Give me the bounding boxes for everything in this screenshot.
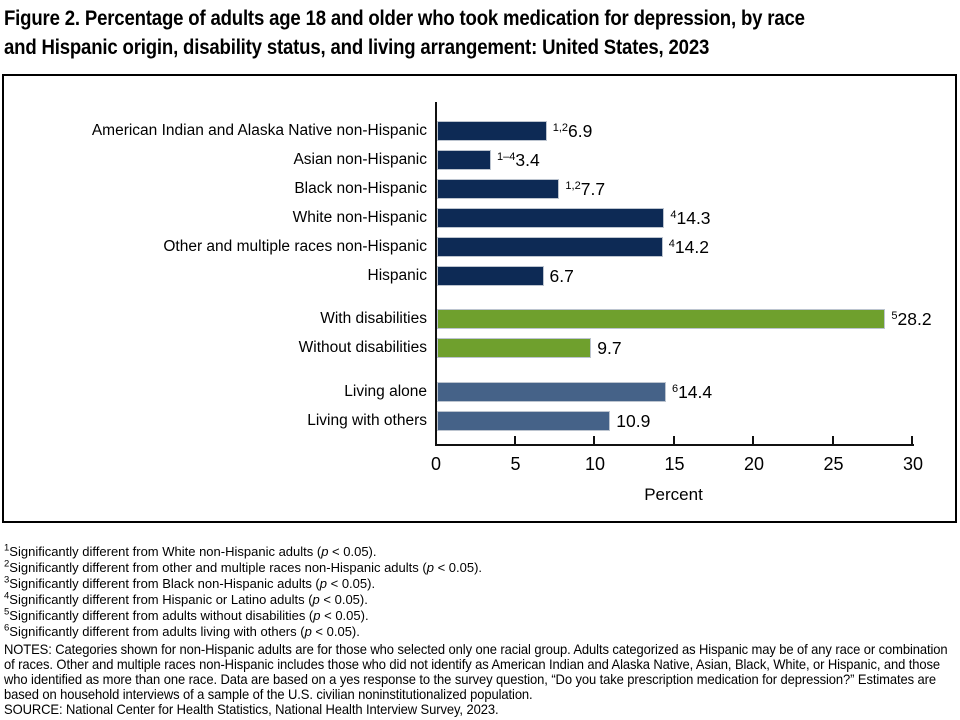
bar-living-alone <box>437 382 666 402</box>
notes-and-source-block: NOTES: Categories shown for non-Hispanic… <box>4 642 953 717</box>
category-label-american-indian-and-alaska-native-non-hispanic: American Indian and Alaska Native non-Hi… <box>91 122 427 139</box>
x-axis-tick-label-0: 0 <box>430 454 441 474</box>
value-label-american-indian-and-alaska-native-non-hispanic: 1,26.9 <box>552 121 593 141</box>
bar-asian-non-hispanic <box>437 150 492 170</box>
x-axis-tick-label-5: 5 <box>510 454 521 474</box>
value-label-asian-non-hispanic: 1–43.4 <box>497 150 540 170</box>
x-axis-tick-25 <box>831 436 834 444</box>
value-label-living-with-others: 10.9 <box>616 411 651 431</box>
x-axis-line <box>435 444 914 446</box>
footnote-2: 2Significantly different from other and … <box>4 558 483 575</box>
x-axis-tick-20 <box>752 436 754 444</box>
value-superscript-white-non-hispanic: 4 <box>670 209 677 222</box>
x-axis-tick-label-30: 30 <box>902 454 924 474</box>
bar-white-non-hispanic <box>437 208 665 228</box>
value-superscript-other-and-multiple-races-non-hispanic: 4 <box>668 238 675 251</box>
value-superscript-living-alone: 6 <box>671 383 679 396</box>
bar-living-with-others <box>437 411 611 431</box>
value-superscript-with-disabilities: 5 <box>891 310 898 323</box>
bar-hispanic <box>437 266 544 286</box>
x-axis-tick-5 <box>513 436 516 444</box>
category-label-living-with-others: Living with others <box>307 412 427 429</box>
footnote-4: 4Significantly different from Hispanic o… <box>4 590 368 607</box>
bar-black-non-hispanic <box>437 179 560 199</box>
category-label-other-and-multiple-races-non-hispanic: Other and multiple races non-Hispanic <box>163 238 427 255</box>
value-label-other-and-multiple-races-non-hispanic: 414.2 <box>668 237 709 257</box>
category-label-black-non-hispanic: Black non-Hispanic <box>294 180 427 197</box>
bar-with-disabilities <box>437 309 886 329</box>
x-axis-tick-label-15: 15 <box>664 454 685 474</box>
value-label-living-alone: 614.4 <box>671 382 713 402</box>
figure-title-line-1: Figure 2. Percentage of adults age 18 an… <box>4 7 805 30</box>
category-label-living-alone: Living alone <box>344 383 427 400</box>
footnote-5: 5Significantly different from adults wit… <box>4 606 369 623</box>
bar-without-disabilities <box>437 338 592 358</box>
notes-text: NOTES: Categories shown for non-Hispanic… <box>4 642 948 702</box>
bar-other-and-multiple-races-non-hispanic <box>437 237 663 257</box>
footnote-1: 1Significantly different from White non-… <box>4 542 377 559</box>
bar-american-indian-and-alaska-native-non-hispanic <box>437 121 547 141</box>
source-text: SOURCE: National Center for Health Stati… <box>4 702 499 717</box>
x-axis-tick-10 <box>593 436 595 444</box>
footnote-3: 3Significantly different from Black non-… <box>4 574 376 591</box>
category-label-without-disabilities: Without disabilities <box>298 339 427 356</box>
value-superscript-asian-non-hispanic: 1–4 <box>497 151 516 164</box>
chart-frame: 0 5 10 15 20 25 30 Percent American Indian and A… <box>2 74 957 523</box>
category-label-hispanic: Hispanic <box>367 267 427 284</box>
category-label-with-disabilities: With disabilities <box>320 310 427 327</box>
x-axis-tick-label-10: 10 <box>584 454 606 474</box>
figure-title-line-2: and Hispanic origin, disability status, … <box>4 36 710 59</box>
x-axis-tick-30 <box>911 436 913 444</box>
footnotes-block: 1Significantly different from White non-… <box>4 542 954 640</box>
category-label-asian-non-hispanic: Asian non-Hispanic <box>293 151 427 168</box>
value-superscript-american-indian-and-alaska-native-non-hispanic: 1,2 <box>552 122 568 135</box>
y-axis-line <box>435 102 437 446</box>
figure-title: Figure 2. Percentage of adults age 18 an… <box>4 4 960 62</box>
value-label-black-non-hispanic: 1,27.7 <box>565 179 606 199</box>
x-axis-tick-label-25: 25 <box>823 454 844 474</box>
footnote-6: 6Significantly different from adults liv… <box>4 622 360 639</box>
value-label-without-disabilities: 9.7 <box>597 338 622 358</box>
bar-chart-plot-area: 0 5 10 15 20 25 30 Percent American Indian and A… <box>4 76 955 521</box>
value-label-white-non-hispanic: 414.3 <box>670 208 711 228</box>
x-axis-title: Percent <box>644 485 703 504</box>
value-label-with-disabilities: 528.2 <box>891 309 932 329</box>
x-axis-tick-label-20: 20 <box>743 454 765 474</box>
value-label-hispanic: 6.7 <box>549 266 574 286</box>
category-label-white-non-hispanic: White non-Hispanic <box>292 209 427 226</box>
x-axis-tick-15 <box>672 436 675 444</box>
value-superscript-black-non-hispanic: 1,2 <box>565 180 581 193</box>
